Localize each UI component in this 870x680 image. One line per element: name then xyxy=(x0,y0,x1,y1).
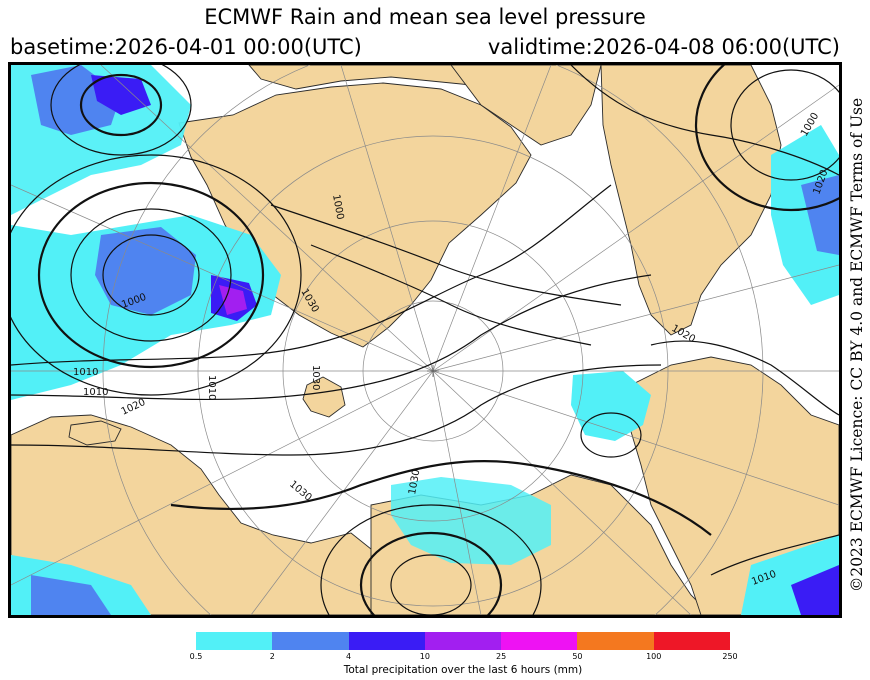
isobar-label: 1030 xyxy=(310,365,321,390)
legend-tick-label: 100 xyxy=(646,652,662,661)
basetime-label: basetime:2026-04-01 00:00(UTC) xyxy=(10,35,362,59)
graticule xyxy=(11,65,839,615)
precip-area xyxy=(801,175,839,255)
license-credit-text: ©2023 ECMWF Licence: CC BY 4.0 and ECMWF… xyxy=(848,97,866,593)
isobar-label: 1010 xyxy=(83,387,108,398)
legend-swatch xyxy=(653,632,730,650)
precip-area xyxy=(791,565,839,615)
canadian-archipelago-land xyxy=(450,65,602,146)
isobar-label: 1010 xyxy=(206,375,217,400)
precip-area xyxy=(219,285,247,315)
legend-tick-label: 4 xyxy=(346,652,352,661)
precip-layer xyxy=(11,65,839,615)
legend-swatch xyxy=(196,632,273,650)
legend-swatch xyxy=(577,632,654,650)
legend-ticks: 0.5 2 4 10 25 50 100 250 xyxy=(190,652,738,664)
chart-title: ECMWF Rain and mean sea level pressure xyxy=(204,5,646,29)
precip-area xyxy=(91,75,151,115)
license-credit: ©2023 ECMWF Licence: CC BY 4.0 and ECMWF… xyxy=(845,80,869,610)
legend-tick-label: 50 xyxy=(572,652,583,661)
map-panel[interactable]: 1000 1000 1000 1010 1010 1010 1020 1020 … xyxy=(8,62,842,618)
legend-tick-label: 0.5 xyxy=(189,652,203,661)
precip-area xyxy=(31,575,111,615)
map-canvas: 1000 1000 1000 1010 1010 1010 1020 1020 … xyxy=(11,65,839,615)
legend-tick-label: 25 xyxy=(496,652,507,661)
legend-swatch xyxy=(348,632,425,650)
legend-tick-label: 2 xyxy=(269,652,275,661)
legend-swatch xyxy=(424,632,502,650)
precip-area xyxy=(95,227,196,315)
isobar-label: 1000 xyxy=(330,194,345,221)
legend-tick-label: 10 xyxy=(419,652,430,661)
siberia-land xyxy=(628,356,839,615)
precip-legend xyxy=(196,632,730,650)
legend-swatch xyxy=(272,632,349,650)
isobar-label: 1030 xyxy=(287,479,314,504)
precip-area xyxy=(771,125,839,305)
legend-label: Total precipitation over the last 6 hour… xyxy=(343,664,583,676)
legend-swatch xyxy=(501,632,578,650)
north-pole-marker xyxy=(427,365,439,377)
isobar-label: 1020 xyxy=(120,397,148,418)
isobar-label-layer: 1000 1000 1000 1010 1010 1010 1020 1020 … xyxy=(73,111,831,588)
svalbard-land xyxy=(302,376,346,418)
isobar-lines xyxy=(11,65,839,615)
legend-tick-label: 250 xyxy=(722,652,738,661)
isobar-label: 1010 xyxy=(73,367,98,378)
legend-color-bar xyxy=(196,632,730,650)
alaska-land xyxy=(600,65,782,336)
isobar-label: 1030 xyxy=(407,469,422,496)
validtime-label: validtime:2026-04-08 06:00(UTC) xyxy=(487,35,840,59)
